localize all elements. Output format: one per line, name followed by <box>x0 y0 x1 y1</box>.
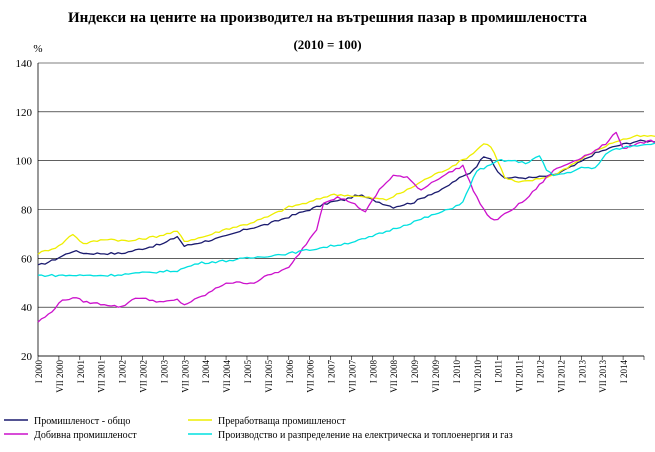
y-axis-unit-label: % <box>33 43 42 55</box>
x-tick-label: VII 2004 <box>222 360 232 393</box>
x-tick-label: VII 2012 <box>556 360 566 393</box>
legend: Промишленост - общо Преработваща промишле… <box>4 416 513 441</box>
x-tick-label: VII 2001 <box>97 360 107 393</box>
legend-label: Преработваща промишленост <box>218 416 346 427</box>
x-tick-label: VII 2005 <box>264 360 274 393</box>
x-tick-label: I 2001 <box>76 360 86 383</box>
x-tick-label: VII 2003 <box>180 360 190 393</box>
x-tick-label: I 2010 <box>452 360 462 384</box>
x-tick-label: I 2004 <box>201 360 211 384</box>
series-line-2 <box>37 134 655 255</box>
series-line-1 <box>37 139 655 266</box>
y-tick-label: 40 <box>21 302 33 314</box>
x-tick-label: I 2009 <box>410 360 420 384</box>
x-tick-label: VII 2000 <box>55 360 65 393</box>
x-tick-label: VII 2008 <box>389 360 399 393</box>
series-line-3 <box>37 131 655 323</box>
x-tick-label: I 2014 <box>619 360 629 384</box>
y-tick-label: 60 <box>21 253 33 265</box>
x-tick-label: I 2003 <box>159 360 169 384</box>
y-tick-label: 120 <box>16 107 33 119</box>
series-line-4 <box>37 142 655 278</box>
x-tick-label: I 2002 <box>118 360 128 383</box>
x-tick-label: I 2008 <box>368 360 378 384</box>
y-tick-label: 80 <box>21 205 33 217</box>
series-lines <box>37 131 655 323</box>
x-tick-label: VII 2013 <box>598 360 608 393</box>
legend-label: Производство и разпределение на електрич… <box>218 430 513 441</box>
legend-label: Промишленост - общо <box>34 416 130 427</box>
x-tick-label: VII 2007 <box>347 360 357 393</box>
legend-label: Добивна промишленост <box>34 430 137 441</box>
chart-title: Индекси на цените на производител на вът… <box>67 10 588 26</box>
grid-lines <box>38 62 644 357</box>
x-tick-label: VII 2010 <box>473 360 483 393</box>
x-tick-label: I 2005 <box>243 360 253 384</box>
x-tick-label: VII 2006 <box>306 360 316 393</box>
y-tick-label: 20 <box>21 351 33 363</box>
x-tick-label: I 2000 <box>34 360 44 384</box>
y-tick-label: 140 <box>16 58 33 70</box>
y-tick-label: 100 <box>16 156 33 168</box>
x-tick-label: I 2007 <box>327 360 337 384</box>
chart-subtitle: (2010 = 100) <box>293 37 362 52</box>
x-tick-label: I 2013 <box>577 360 587 384</box>
x-tick-label: I 2006 <box>285 360 295 384</box>
x-tick-label: VII 2002 <box>138 360 148 393</box>
axes: 20 40 60 80 100 120 140% I 2000 VII 2000 I 2001 VI… <box>16 43 645 393</box>
x-tick-label: VII 2011 <box>515 360 525 392</box>
x-tick-label: VII 2009 <box>431 360 441 393</box>
x-tick-label: I 2012 <box>536 360 546 383</box>
x-tick-label: I 2011 <box>494 360 504 383</box>
